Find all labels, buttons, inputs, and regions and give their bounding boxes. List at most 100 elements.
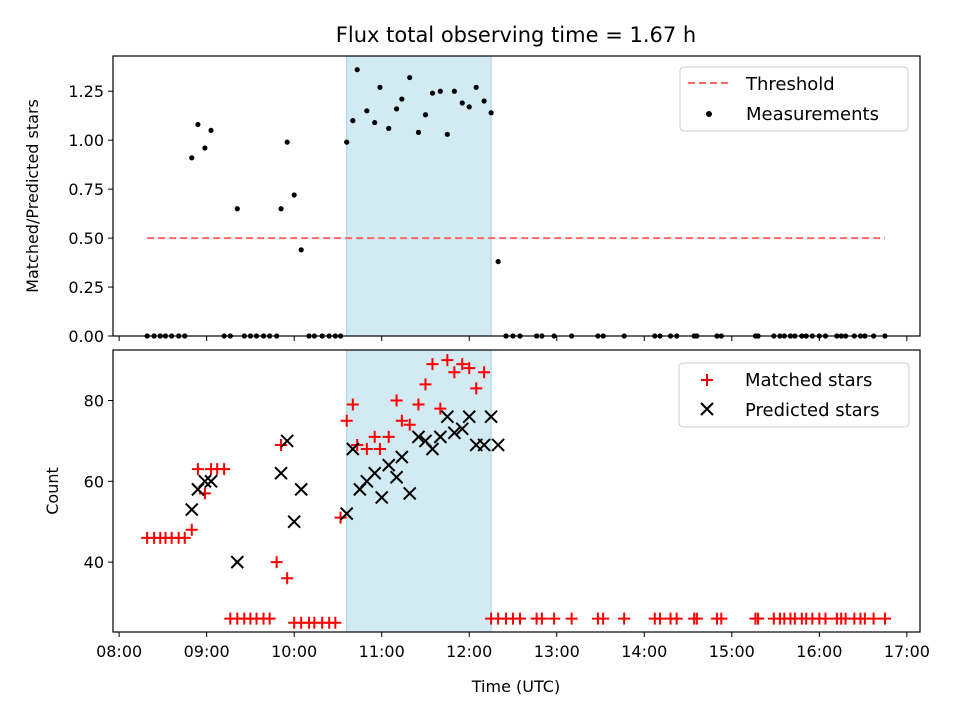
predicted-stars-point: [230, 555, 244, 569]
measurements-point: [393, 106, 400, 112]
x-tick-label: 12:00: [446, 642, 492, 661]
matched-stars-point: [597, 612, 610, 625]
matched-stars-point: [185, 523, 198, 536]
matched-stars-point: [463, 362, 476, 375]
matched-stars-point: [390, 394, 403, 407]
ratio-x-axis: [118, 336, 908, 341]
measurements-point: [354, 67, 360, 73]
predicted-stars-point: [395, 450, 409, 464]
x-tick-label: 15:00: [709, 642, 755, 661]
measurements-point: [422, 112, 429, 118]
predicted-stars-point: [389, 470, 404, 484]
matched-stars-point: [456, 358, 469, 371]
measurements-point: [278, 206, 284, 212]
predicted-stars-point: [484, 409, 498, 424]
matched-stars-point: [334, 511, 347, 524]
matched-stars-point: [514, 612, 527, 625]
x-tick-label: 09:00: [184, 642, 230, 661]
matched-stars-point: [618, 612, 631, 625]
measurements-point: [208, 127, 214, 134]
ratio-y-axis-label: Matched/Predicted stars: [23, 99, 42, 293]
count-legend: Matched stars Predicted stars: [678, 362, 910, 428]
measurements-point: [202, 145, 208, 151]
count-axes-frame: [112, 349, 921, 633]
y-tick-label: 40: [84, 553, 104, 572]
x-tick-label: 13:00: [534, 642, 580, 661]
count-y-axis: 40 60 80: [84, 392, 113, 572]
matched-stars-point: [715, 612, 728, 625]
ratio-y-axis: 0.00 0.25 0.50 0.75 1.00 1.25: [68, 82, 113, 346]
predicted-stars-point: [477, 438, 491, 452]
measurements-point: [364, 108, 370, 114]
matched-stars-point: [819, 612, 832, 625]
matched-stars-point: [535, 612, 548, 625]
y-tick-label: 1.00: [68, 131, 104, 150]
predicted-stars-point: [447, 426, 462, 440]
predicted-stars-point: [382, 458, 396, 472]
matched-stars-point: [548, 612, 561, 625]
predicted-stars-point: [455, 422, 469, 436]
predicted-stars-point: [274, 466, 288, 480]
matched-stars-point: [470, 382, 483, 395]
predicted-stars-point: [185, 502, 199, 517]
predicted-stars-point: [280, 434, 294, 448]
measurements-point: [437, 88, 443, 94]
predicted-stars-point: [375, 490, 389, 505]
measurements-point: [350, 118, 356, 124]
measurements-point: [399, 96, 405, 102]
predicted-stars-point: [403, 486, 417, 501]
matched-stars-point: [368, 430, 381, 443]
measurements-point: [444, 131, 450, 137]
measurements-point: [495, 258, 501, 265]
matched-stars-point: [654, 612, 667, 625]
x-tick-label: 14:00: [621, 642, 667, 661]
measurements-point: [481, 98, 487, 104]
predicted-stars-point: [440, 409, 455, 424]
matched-stars-point: [867, 612, 880, 625]
matched-stars-point: [270, 556, 283, 569]
legend-predicted-swatch: [700, 402, 714, 416]
matched-stars-point: [419, 378, 432, 391]
observing-window-shade: [346, 55, 492, 337]
matched-stars-point: [346, 398, 359, 411]
matched-stars-point: [478, 366, 491, 379]
matched-stars-point: [878, 612, 891, 625]
count-y-axis-label: Count: [43, 467, 62, 515]
legend-matched-swatch: [701, 374, 713, 386]
matched-stars-point: [434, 402, 447, 415]
legend-threshold-label: Threshold: [745, 74, 835, 95]
predicted-stars-point: [346, 442, 360, 456]
y-tick-label: 60: [84, 472, 104, 491]
predicted-stars-point: [294, 482, 308, 497]
y-tick-label: 0.75: [68, 180, 104, 199]
measurements-point: [488, 110, 494, 116]
matched-stars-point: [752, 612, 765, 625]
measurements-point: [386, 125, 392, 132]
legend-matched-label: Matched stars: [745, 370, 872, 391]
matched-stars-point: [263, 612, 276, 625]
measurements-point: [344, 139, 350, 145]
predicted-stars-point: [367, 466, 382, 480]
measurements-point: [284, 139, 290, 145]
matched-stars-point: [426, 358, 439, 371]
measurements-point: [429, 90, 436, 96]
measurements-point: [466, 104, 472, 110]
x-tick-label: 08:00: [96, 642, 142, 661]
y-tick-label: 0.25: [68, 278, 104, 297]
measurements-point: [298, 247, 304, 253]
legend-predicted-label: Predicted stars: [745, 400, 879, 421]
matched-stars-point: [178, 531, 191, 544]
ratio-panel: 0.00 0.25 0.50 0.75 1.00 1.25 Matched/Predict…: [23, 55, 921, 346]
ratio-axes-frame: [112, 55, 921, 337]
y-tick-label: 1.25: [68, 82, 104, 101]
predicted-stars-point: [462, 409, 476, 424]
predicted-stars-point: [491, 438, 505, 452]
matched-stars-point: [218, 463, 231, 476]
matched-stars-point: [275, 438, 288, 451]
matched-stars-point: [382, 430, 395, 443]
predicted-stars-point: [411, 430, 426, 444]
y-tick-label: 80: [84, 392, 104, 411]
predicted-stars-point: [287, 514, 301, 529]
count-panel: 40 60 80 08:00 09:00 10:00 11:00 12:00 13:00 14:…: [43, 349, 930, 661]
